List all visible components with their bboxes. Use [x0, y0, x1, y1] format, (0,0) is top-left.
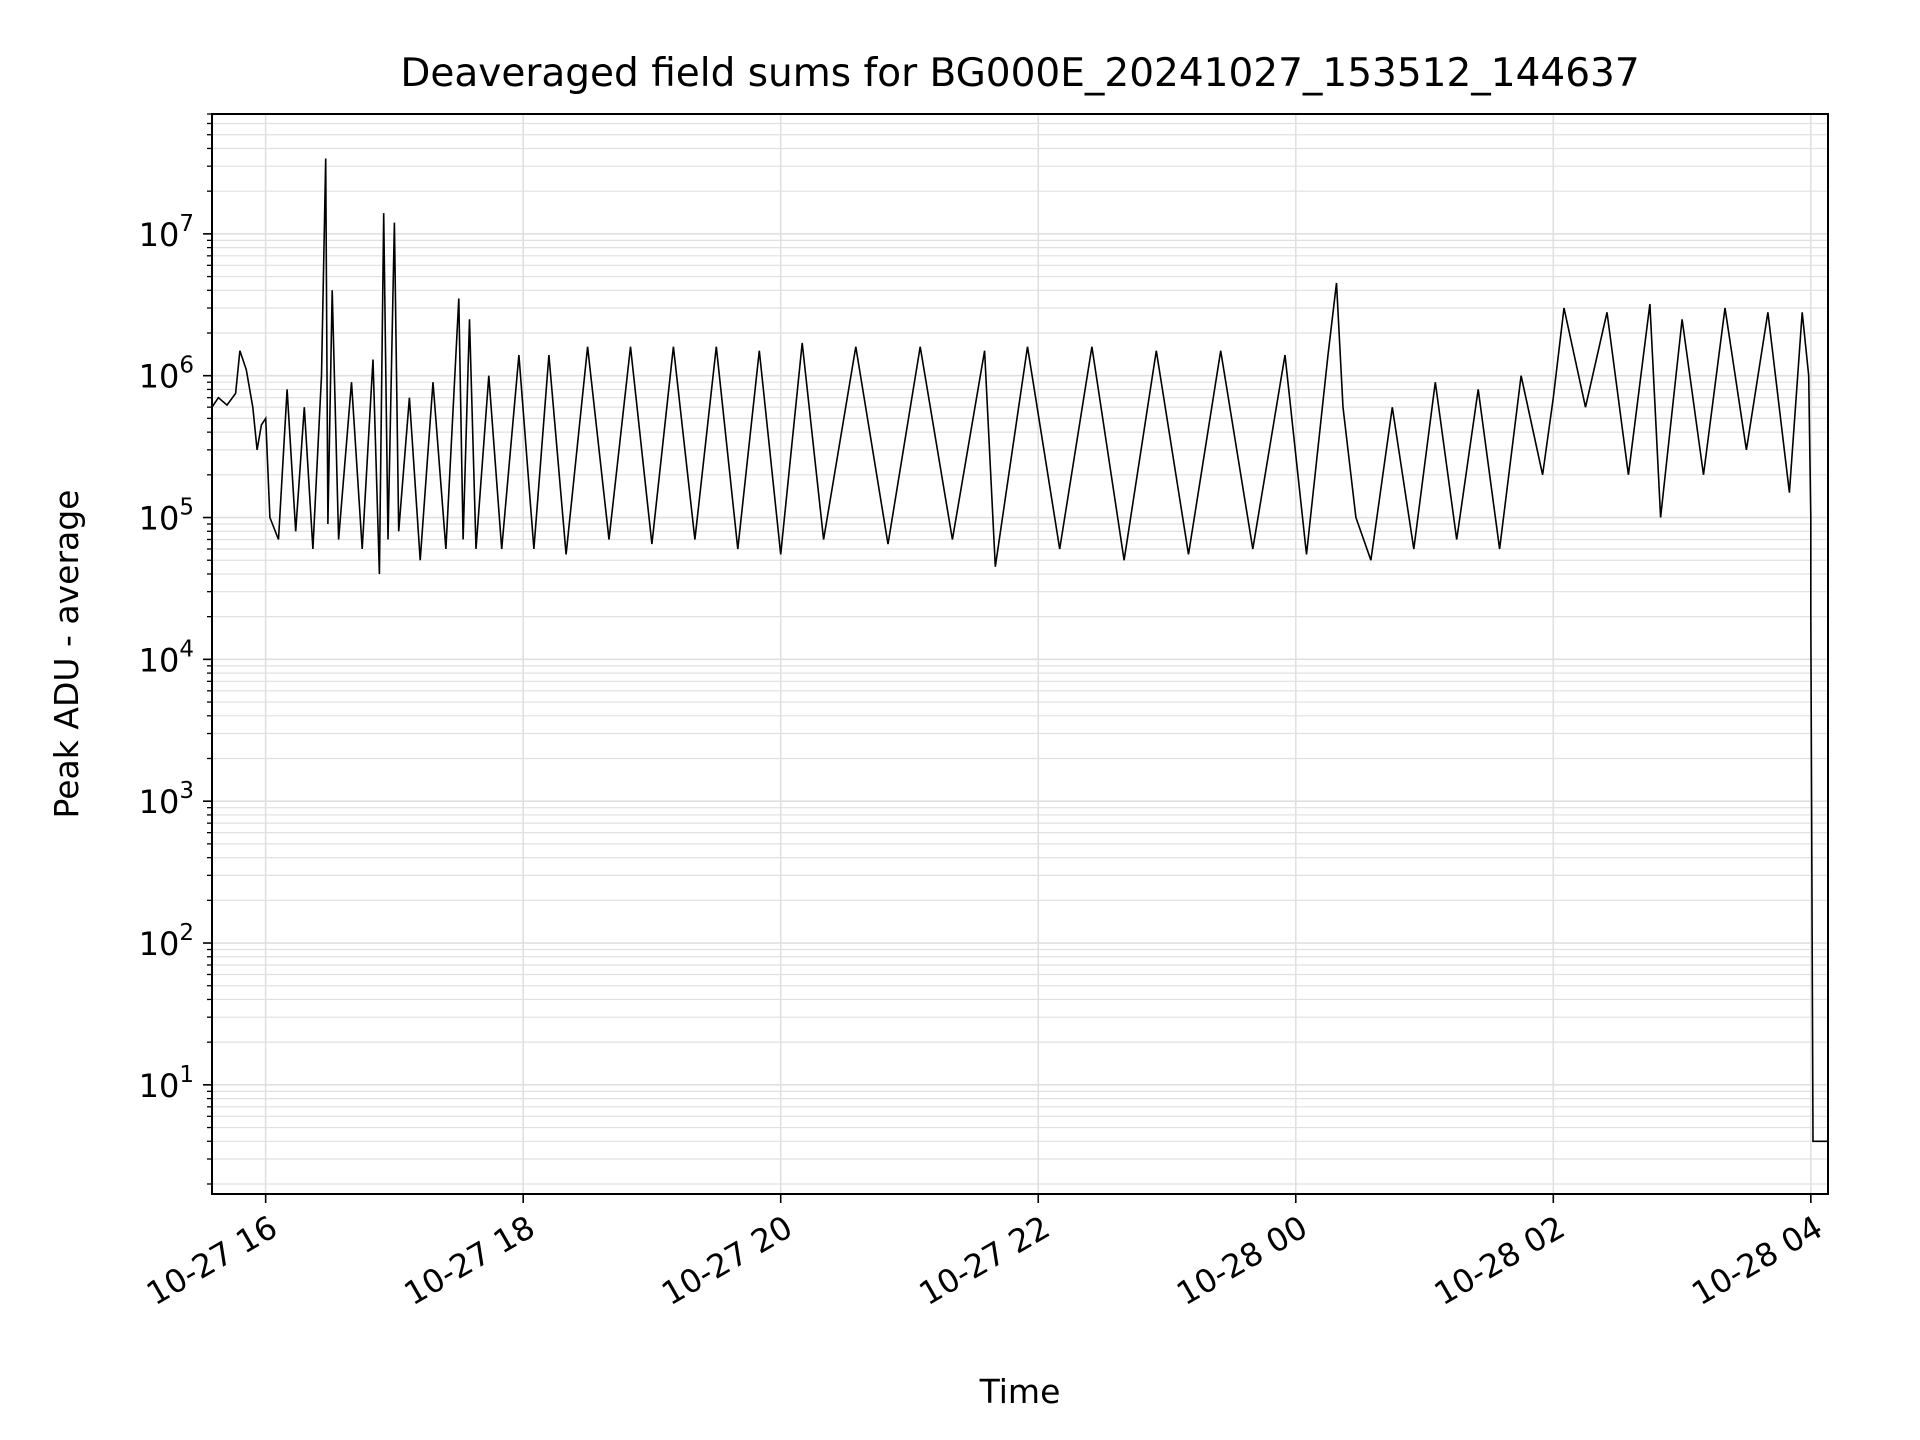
series-line	[211, 158, 1828, 1143]
y-axis-label: Peak ADU - average	[47, 490, 86, 819]
minor-gridlines	[212, 113, 1828, 1185]
y-tick-label: 104	[139, 636, 194, 679]
plot-frame	[211, 113, 1829, 1195]
chart-title: Deaveraged field sums for BG000E_2024102…	[400, 51, 1639, 96]
x-axis-label: Time	[979, 1372, 1061, 1411]
